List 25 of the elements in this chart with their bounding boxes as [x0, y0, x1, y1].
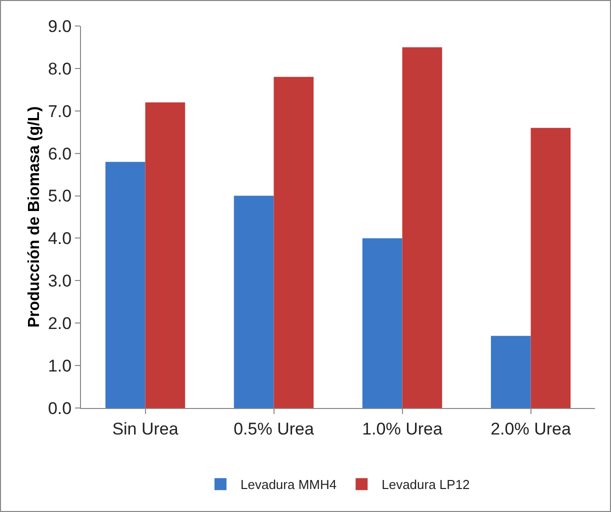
bar [362, 238, 402, 408]
y-tick-label: 0.0 [48, 398, 72, 418]
bar [402, 47, 442, 408]
y-tick-label: 9.0 [48, 16, 72, 36]
x-tick-label: Sin Urea [112, 419, 179, 438]
bar [490, 336, 531, 408]
y-axis-title: Producción de Biomasa (g/L) [26, 106, 43, 328]
legend-label: Levadura LP12 [382, 477, 470, 492]
y-tick-label: 1.0 [48, 356, 72, 376]
y-tick-label: 3.0 [48, 272, 72, 291]
legend-label: Levadura MMH4 [240, 477, 337, 492]
x-tick-label: 2.0% Urea [490, 419, 572, 438]
x-tick-label: 1.0% Urea [362, 419, 443, 438]
bar [274, 76, 314, 408]
y-tick-label: 8.0 [48, 59, 72, 78]
y-tick-label: 6.0 [48, 144, 72, 164]
bar [530, 128, 571, 408]
bar [145, 102, 186, 408]
bar [234, 196, 274, 408]
y-tick-label: 4.0 [48, 229, 72, 248]
y-tick-label: 5.0 [48, 186, 72, 206]
y-tick-label: 7.0 [48, 102, 72, 121]
x-tick-label: 0.5% Urea [234, 419, 314, 438]
y-tick-label: 2.0 [48, 314, 72, 334]
bar [105, 162, 146, 408]
